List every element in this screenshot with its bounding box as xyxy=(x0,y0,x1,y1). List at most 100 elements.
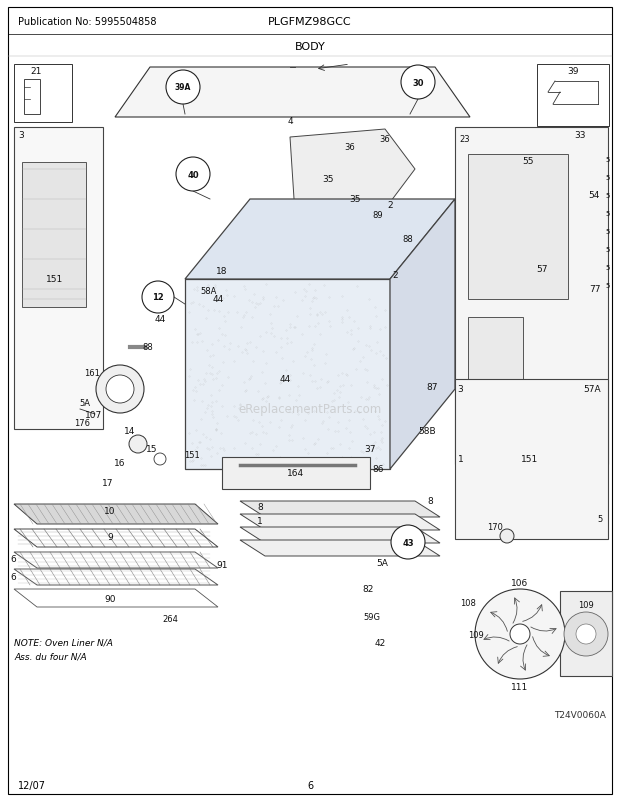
Polygon shape xyxy=(390,200,455,469)
Text: 151: 151 xyxy=(184,450,200,459)
Text: 54: 54 xyxy=(588,190,600,199)
Text: 5: 5 xyxy=(606,282,610,289)
Circle shape xyxy=(106,375,134,403)
Text: 3: 3 xyxy=(457,385,463,394)
Text: 15: 15 xyxy=(146,445,157,454)
Text: 59G: 59G xyxy=(363,613,381,622)
Polygon shape xyxy=(14,504,218,525)
Text: T24V0060A: T24V0060A xyxy=(554,710,606,719)
Text: 5: 5 xyxy=(606,211,610,217)
Text: 107: 107 xyxy=(85,410,102,419)
Text: 9: 9 xyxy=(107,532,113,541)
Text: 5: 5 xyxy=(606,265,610,270)
Bar xyxy=(222,457,370,489)
Text: Ass. du four N/A: Ass. du four N/A xyxy=(14,652,87,661)
Text: 90: 90 xyxy=(104,595,116,604)
Text: 44: 44 xyxy=(154,315,166,324)
Text: 5: 5 xyxy=(606,229,610,235)
Text: 23: 23 xyxy=(459,136,469,144)
Text: 39: 39 xyxy=(567,67,578,76)
Text: 264: 264 xyxy=(162,615,178,624)
Bar xyxy=(22,163,86,308)
Text: 1: 1 xyxy=(458,455,464,464)
Text: 58A: 58A xyxy=(200,287,216,296)
Circle shape xyxy=(391,525,425,559)
Text: 164: 164 xyxy=(288,469,304,478)
Circle shape xyxy=(500,529,514,543)
Circle shape xyxy=(176,158,210,192)
Text: 176: 176 xyxy=(74,418,90,427)
Text: 5A: 5A xyxy=(79,398,91,407)
Text: 5: 5 xyxy=(606,157,610,163)
Text: 87: 87 xyxy=(427,383,438,392)
Bar xyxy=(468,318,523,383)
Text: 8: 8 xyxy=(257,503,263,512)
Text: 10: 10 xyxy=(104,507,116,516)
Text: 40: 40 xyxy=(187,170,199,180)
Text: 55: 55 xyxy=(522,157,534,166)
Ellipse shape xyxy=(328,92,352,102)
Text: 82: 82 xyxy=(362,585,374,593)
Polygon shape xyxy=(240,528,440,543)
Text: NOTE: Oven Liner N/A: NOTE: Oven Liner N/A xyxy=(14,638,113,646)
Ellipse shape xyxy=(366,79,394,89)
Text: 3: 3 xyxy=(18,131,24,140)
Text: 5: 5 xyxy=(598,515,603,524)
Text: 43: 43 xyxy=(402,538,414,547)
Text: 18: 18 xyxy=(216,267,228,276)
Text: 21: 21 xyxy=(30,67,42,76)
Bar xyxy=(537,65,609,127)
Ellipse shape xyxy=(243,95,267,105)
Text: 89: 89 xyxy=(373,210,383,219)
Circle shape xyxy=(129,435,147,453)
Text: 151: 151 xyxy=(46,275,64,284)
Text: 14: 14 xyxy=(125,427,136,436)
Text: 58B: 58B xyxy=(418,427,436,436)
Text: 109: 109 xyxy=(468,630,484,638)
Bar xyxy=(14,65,72,123)
Polygon shape xyxy=(185,200,455,280)
Circle shape xyxy=(401,66,435,100)
Text: 57: 57 xyxy=(536,265,547,274)
Text: 42: 42 xyxy=(374,638,386,646)
Text: 86: 86 xyxy=(372,465,384,474)
Text: 6: 6 xyxy=(307,780,313,790)
Polygon shape xyxy=(240,501,440,517)
Text: 6: 6 xyxy=(10,572,16,581)
Polygon shape xyxy=(115,68,470,118)
Text: 44: 44 xyxy=(213,295,224,304)
Text: 2: 2 xyxy=(387,200,393,209)
Text: 91: 91 xyxy=(216,560,228,569)
Text: 1: 1 xyxy=(257,516,263,525)
Text: 88: 88 xyxy=(402,235,414,244)
Text: 5: 5 xyxy=(606,247,610,253)
Text: 16: 16 xyxy=(114,458,126,467)
Text: 17: 17 xyxy=(102,478,113,487)
Text: 39A: 39A xyxy=(175,83,191,92)
Text: 161: 161 xyxy=(84,368,100,377)
Text: 8: 8 xyxy=(427,497,433,506)
Bar xyxy=(468,155,568,300)
Text: 30: 30 xyxy=(412,79,423,87)
Text: 37: 37 xyxy=(365,445,376,454)
Polygon shape xyxy=(455,379,608,539)
Text: 36: 36 xyxy=(379,136,391,144)
Polygon shape xyxy=(240,541,440,557)
Polygon shape xyxy=(455,128,608,464)
Text: 77: 77 xyxy=(590,286,601,294)
Text: 6: 6 xyxy=(10,555,16,564)
Ellipse shape xyxy=(286,72,314,83)
Bar xyxy=(560,591,612,676)
Text: 57A: 57A xyxy=(583,385,601,394)
Text: 151: 151 xyxy=(521,455,539,464)
Text: 5: 5 xyxy=(606,192,610,199)
Text: 44: 44 xyxy=(280,375,291,384)
Circle shape xyxy=(576,624,596,644)
Ellipse shape xyxy=(206,79,234,91)
Polygon shape xyxy=(185,280,390,469)
Circle shape xyxy=(564,612,608,656)
Text: 170: 170 xyxy=(487,522,503,531)
Text: 88: 88 xyxy=(143,343,153,352)
Text: 108: 108 xyxy=(460,597,476,607)
Text: Publication No: 5995504858: Publication No: 5995504858 xyxy=(18,17,156,27)
